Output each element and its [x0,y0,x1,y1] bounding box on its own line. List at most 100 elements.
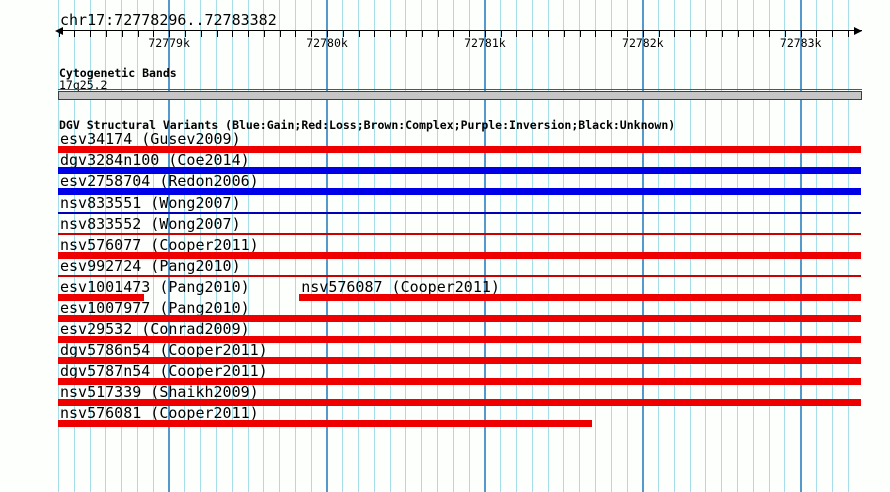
grid-line-minor [58,0,60,492]
ruler-tick [705,30,707,37]
variant-bar-nsv833551[interactable] [58,212,861,214]
ruler-tick [690,30,692,37]
cytogenetic-bands-title: Cytogenetic Bands [59,66,177,80]
grid-line-minor [247,0,249,492]
ruler-tick [342,30,344,37]
grid-line-minor [437,0,439,492]
grid-line-minor [531,0,533,492]
ruler-tick [327,30,329,37]
ruler-tick [390,30,392,37]
grid-line-minor [784,0,786,492]
grid-line-minor [231,0,233,492]
variant-label-nsv833552: nsv833552 (Wong2007) [60,214,241,233]
grid-line-major [799,0,802,492]
grid-line-minor [673,0,675,492]
ruler-tick [627,30,628,37]
ruler-tick [800,30,802,37]
ruler-tick [200,30,202,37]
variant-bar-nsv517339[interactable] [58,399,861,407]
grid-line-minor [768,0,770,492]
ruler-tick [516,30,518,37]
grid-line-minor [200,0,202,492]
ruler-tick [563,30,565,37]
grid-line-minor [358,0,360,492]
grid-line-minor [421,0,423,492]
ruler-tick [90,30,92,37]
grid-line-minor [105,0,107,492]
grid-line-minor [815,0,817,492]
variant-bar-nsv576087[interactable] [299,293,861,301]
variant-bar-dgv5787n54[interactable] [58,378,861,386]
ruler-tick-label: 72779k [148,36,190,50]
grid-line-minor [721,0,723,492]
ruler-tick [216,30,218,37]
variant-bar-esv2758704[interactable] [58,188,861,196]
grid-line-minor [184,0,186,492]
ruler-tick [405,30,407,37]
variant-bar-nsv576077[interactable] [58,251,861,259]
variant-label-dgv5786n54: dgv5786n54 (Cooper2011) [60,341,268,359]
variant-label-esv1007977: esv1007977 (Pang2010) [60,298,250,317]
grid-line-minor [152,0,154,492]
grid-line-minor [373,0,375,492]
ruler-axis-line [58,30,862,31]
variant-bar-esv34174[interactable] [58,146,861,154]
variant-label-esv2758704: esv2758704 (Redon2006) [60,172,259,191]
ruler-tick [358,30,360,37]
ruler-tick [137,30,139,37]
grid-line-minor [689,0,691,492]
variant-label-nsv576077: nsv576077 (Cooper2011) [60,235,259,254]
ruler-tick [58,30,60,37]
ruler-tick [263,30,265,37]
grid-line-minor [294,0,296,492]
ruler-tick [121,30,123,37]
ruler-tick [279,30,281,37]
variant-bar-esv1007977[interactable] [58,314,861,322]
grid-line-minor [610,0,612,492]
ruler-tick [832,30,834,37]
ruler-tick [484,30,486,37]
ruler-tick [595,30,597,37]
grid-line-minor [216,0,218,492]
variant-bar-esv29532[interactable] [58,335,861,343]
ruler-tick [500,30,502,37]
variant-bar-esv992724[interactable] [58,275,861,278]
ruler-tick-label: 72781k [464,36,506,50]
ruler-tick [184,30,186,37]
grid-line-minor [73,0,75,492]
ruler-tick [74,30,76,37]
variant-bar-dgv5786n54[interactable] [58,357,861,364]
variant-label-nsv576081: nsv576081 (Cooper2011) [60,404,259,423]
ruler-tick-label: 72782k [622,36,664,50]
ruler-tick-label: 72780k [306,36,348,50]
grid-line-minor [847,0,849,492]
region-coordinates: chr17:72778296..72783382 [60,11,277,29]
ruler-tick [374,30,376,37]
grid-line-minor [89,0,91,492]
variant-label-nsv833551: nsv833551 (Wong2007) [60,193,241,212]
variant-label-nsv517339: nsv517339 (Shaikh2009) [60,383,259,402]
variant-bar-dgv3284n100[interactable] [58,167,861,175]
ruler-tick [784,30,786,37]
grid-line-minor [310,0,312,492]
grid-line-minor [468,0,470,492]
ruler-tick [311,30,313,37]
grid-line-minor [752,0,754,492]
ruler-tick [848,30,850,37]
ruler-tick [105,30,107,37]
grid-line-minor [563,0,565,492]
grid-line-minor [263,0,265,492]
cytogenetic-band-label: 17q25.2 [59,78,108,92]
grid-line-major [483,0,486,492]
grid-line-minor [121,0,123,492]
ruler-tick [816,30,818,37]
variant-bar-nsv576081[interactable] [58,420,593,428]
variant-bar-esv1001473[interactable] [58,293,144,301]
ruler-tick [548,30,550,37]
variant-label-nsv576087: nsv576087 (Cooper2011) [301,277,500,296]
variant-label-esv992724: esv992724 (Pang2010) [60,256,241,275]
variant-bar-nsv833552[interactable] [58,233,861,236]
dgv-section-title: DGV Structural Variants (Blue:Gain;Red:L… [59,118,676,132]
cytogenetic-band-bar[interactable] [58,91,862,100]
